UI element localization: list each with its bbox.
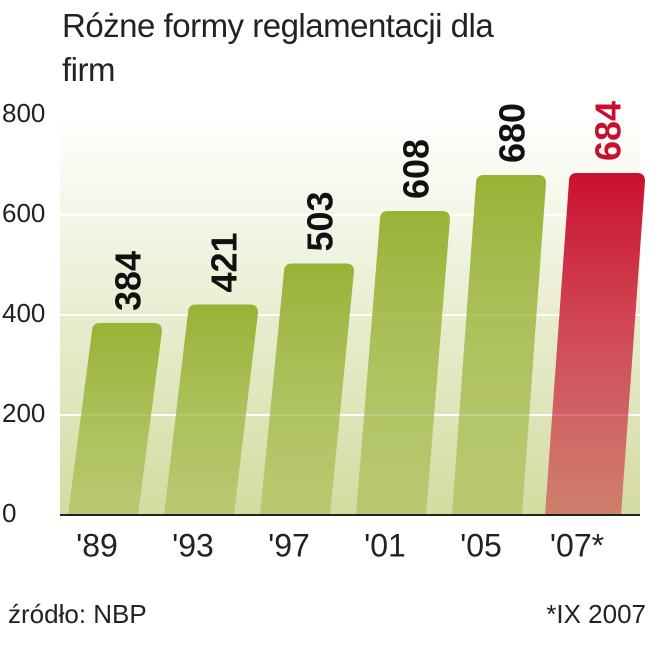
y-tick-label: 600: [2, 198, 45, 228]
y-tick-label: 0: [2, 498, 16, 528]
bar: [545, 173, 645, 515]
bar: [68, 323, 162, 515]
x-tick-label: '89: [76, 527, 118, 563]
value-label: 684: [588, 101, 629, 161]
bar: [452, 175, 546, 515]
x-tick-label: '05: [460, 527, 502, 563]
value-label: 384: [108, 251, 149, 311]
x-tick-label: '07*: [550, 527, 604, 563]
value-label: 421: [204, 232, 245, 292]
y-tick-label: 200: [2, 398, 45, 428]
value-label: 680: [492, 103, 533, 163]
value-label: 503: [300, 191, 341, 251]
bar: [164, 304, 258, 515]
source: źródło: NBP: [8, 599, 147, 629]
bar: [260, 263, 354, 515]
chart-title: Różne formy reglamentacji dla firm: [62, 7, 494, 88]
bar: [356, 211, 450, 515]
x-tick-label: '97: [268, 527, 310, 563]
x-tick-label: '93: [172, 527, 214, 563]
note: *IX 2007: [546, 599, 646, 629]
value-label: 608: [396, 139, 437, 199]
y-tick-label: 400: [2, 298, 45, 328]
x-tick-label: '01: [364, 527, 406, 563]
y-tick-label: 800: [2, 98, 45, 128]
